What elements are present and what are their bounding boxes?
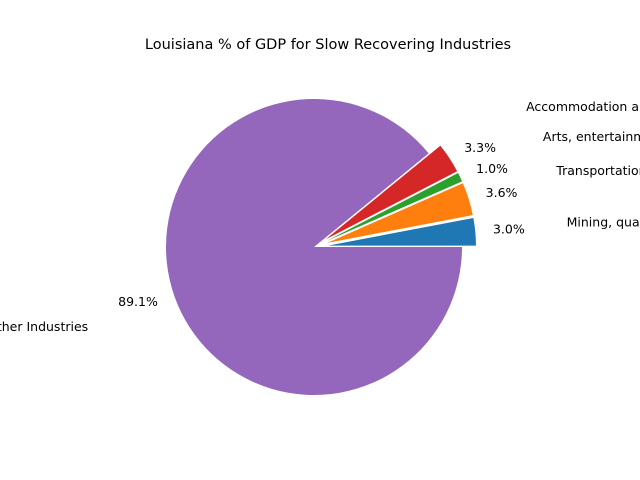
pie-category-label-0: Mining, quarrying, and oil and gas extra… bbox=[567, 215, 640, 230]
pie-pct-label-1: 3.6% bbox=[486, 185, 518, 200]
pie-pct-label-0: 3.0% bbox=[493, 222, 525, 237]
pie-slices bbox=[166, 98, 476, 395]
pie-category-label-4: All Other Industries bbox=[0, 319, 88, 334]
pie-slice-0 bbox=[327, 217, 476, 246]
pie-slice-2 bbox=[326, 172, 463, 241]
chart-title: Louisiana % of GDP for Slow Recovering I… bbox=[145, 37, 511, 53]
pie-pct-label-2: 1.0% bbox=[476, 161, 508, 176]
pie-category-label-1: Transportation and warehousing bbox=[555, 163, 640, 178]
pie-pct-label-4: 89.1% bbox=[118, 294, 158, 309]
pie-category-label-2: Arts, entertainment, and recreation bbox=[543, 129, 640, 144]
pie-labels: 3.0% Mining, quarrying, and oil and gas e… bbox=[0, 99, 640, 334]
pie-slice-3 bbox=[325, 145, 458, 240]
pie-slice-1 bbox=[327, 183, 473, 243]
pie-category-label-3: Accommodation and food services bbox=[526, 99, 640, 114]
pie-slice-4 bbox=[166, 98, 462, 395]
pie-pct-label-3: 3.3% bbox=[464, 140, 496, 155]
